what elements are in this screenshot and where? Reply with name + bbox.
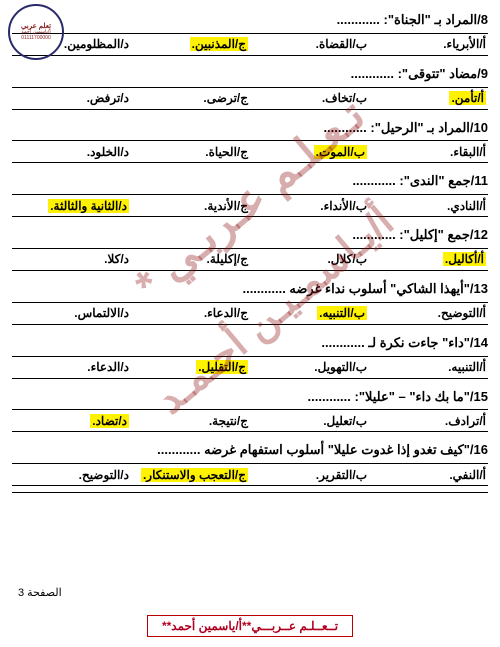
questions-container: 8/المراد بـ "الجناة": ............أ/الأب… — [12, 8, 488, 486]
question-block: 10/المراد بـ "الرحيل": ............أ/الب… — [12, 116, 488, 164]
options-row: أ/أكاليل. ب/كلال.ج/إكليلة.د/كلا. — [12, 249, 488, 271]
option: أ/النفي. — [369, 467, 488, 483]
question-block: 9/مضاد "تتوقى": ............ أ/تأمن. ب/تخا… — [12, 62, 488, 110]
highlighted-answer: ب/الموت. — [314, 145, 367, 159]
option: د/الالتماس. — [12, 305, 131, 321]
question-stem: 16/"كيف تغدو إذا غدوت عليلا" أسلوب استفه… — [12, 438, 488, 464]
option: أ/البقاء. — [369, 144, 488, 160]
option: أ/تأمن. — [369, 90, 488, 106]
option: ج/نتيجة. — [131, 413, 250, 429]
option: ج/المذنبين. — [131, 36, 250, 52]
footer-credit: تــعــلـم عــربـــي**أ/ياسمين أحمد** — [147, 615, 353, 637]
option: ج/التقليل. — [131, 359, 250, 375]
logo-phone: 01111700000 — [21, 36, 50, 42]
option: ب/تخاف. — [250, 90, 369, 106]
option: ب/التقرير. — [250, 467, 369, 483]
brand-logo: تعلم عربي أ/ياسمين أحمد 01111700000 — [8, 4, 64, 60]
option: ب/الموت. — [250, 144, 369, 160]
option: ج/الحياة. — [131, 144, 250, 160]
question-stem: 9/مضاد "تتوقى": ............ — [12, 62, 488, 88]
question-block: 8/المراد بـ "الجناة": ............أ/الأب… — [12, 8, 488, 56]
option: أ/أكاليل. — [369, 251, 488, 267]
option: أ/الأبرياء. — [369, 36, 488, 52]
question-stem: 11/جمع "الندى": ............ — [12, 169, 488, 195]
highlighted-answer: ج/التعجب والاستنكار. — [141, 468, 248, 482]
question-block: 14/"داء" جاءت نكرة لـ ............أ/التن… — [12, 331, 488, 379]
option: أ/ترادف. — [369, 413, 488, 429]
highlighted-answer: ب/التنبيه. — [317, 306, 367, 320]
worksheet-page: تعلم عربي أ/ياسمين أحمد 01111700000 8/ال… — [0, 0, 500, 501]
highlighted-answer: د/تضاد. — [90, 414, 129, 428]
bottom-rule — [12, 492, 488, 493]
option: د/تضاد. — [12, 413, 131, 429]
option: أ/التوضيح. — [369, 305, 488, 321]
page-number: الصفحة 3 — [18, 586, 62, 599]
question-stem: 14/"داء" جاءت نكرة لـ ............ — [12, 331, 488, 357]
options-row: أ/النادي.ب/الأنداء.ج/الأندية.د/الثانية و… — [12, 195, 488, 217]
question-block: 12/جمع "إكليل": ............ أ/أكاليل. ب/ك… — [12, 223, 488, 271]
option: د/كلا. — [12, 251, 131, 267]
highlighted-answer: أ/تأمن. — [449, 91, 486, 105]
option: ج/الأندية. — [131, 198, 250, 214]
options-row: أ/البقاء.ب/الموت. ج/الحياة.د/الخلود. — [12, 141, 488, 163]
option: أ/التنبيه. — [369, 359, 488, 375]
question-block: 13/"أيهذا الشاكي" أسلوب نداء غرضه ......… — [12, 277, 488, 325]
option: د/التوضيح. — [12, 467, 131, 483]
option: ب/التنبيه. — [250, 305, 369, 321]
question-stem: 13/"أيهذا الشاكي" أسلوب نداء غرضه ......… — [12, 277, 488, 303]
options-row: أ/ترادف.ب/تعليل.ج/نتيجة.د/تضاد. — [12, 410, 488, 432]
highlighted-answer: ج/التقليل. — [196, 360, 248, 374]
question-block: 15/"ما بك داء" – "عليلا": ............أ/… — [12, 385, 488, 433]
option: د/ترفض. — [12, 90, 131, 106]
question-stem: 12/جمع "إكليل": ............ — [12, 223, 488, 249]
option: د/الخلود. — [12, 144, 131, 160]
options-row: أ/التنبيه.ب/التهويل.ج/التقليل. د/الدعاء. — [12, 357, 488, 379]
highlighted-answer: أ/أكاليل. — [443, 252, 486, 266]
option: د/الثانية والثالثة. — [12, 198, 131, 214]
question-block: 11/جمع "الندى": ............أ/النادي.ب/ا… — [12, 169, 488, 217]
option: ب/تعليل. — [250, 413, 369, 429]
option: ب/التهويل. — [250, 359, 369, 375]
option: ج/إكليلة. — [131, 251, 250, 267]
option: ج/الدعاء. — [131, 305, 250, 321]
option: د/الدعاء. — [12, 359, 131, 375]
question-block: 16/"كيف تغدو إذا غدوت عليلا" أسلوب استفه… — [12, 438, 488, 486]
highlighted-answer: د/الثانية والثالثة. — [48, 199, 129, 213]
options-row: أ/تأمن. ب/تخاف.ج/ترضى.د/ترفض. — [12, 88, 488, 110]
option: ج/ترضى. — [131, 90, 250, 106]
option: ب/الأنداء. — [250, 198, 369, 214]
question-stem: 8/المراد بـ "الجناة": ............ — [12, 8, 488, 34]
question-stem: 15/"ما بك داء" – "عليلا": ............ — [12, 385, 488, 411]
option: أ/النادي. — [369, 198, 488, 214]
option: ب/القضاة. — [250, 36, 369, 52]
options-row: أ/الأبرياء.ب/القضاة.ج/المذنبين.د/المظلوم… — [12, 34, 488, 56]
highlighted-answer: ج/المذنبين. — [190, 37, 248, 51]
option: ج/التعجب والاستنكار. — [131, 467, 250, 483]
footer: تــعــلـم عــربـــي**أ/ياسمين أحمد** — [0, 615, 500, 637]
question-stem: 10/المراد بـ "الرحيل": ............ — [12, 116, 488, 142]
option: ب/كلال. — [250, 251, 369, 267]
options-row: أ/التوضيح.ب/التنبيه. ج/الدعاء.د/الالتماس. — [12, 303, 488, 325]
options-row: أ/النفي.ب/التقرير.ج/التعجب والاستنكار. د/… — [12, 464, 488, 486]
